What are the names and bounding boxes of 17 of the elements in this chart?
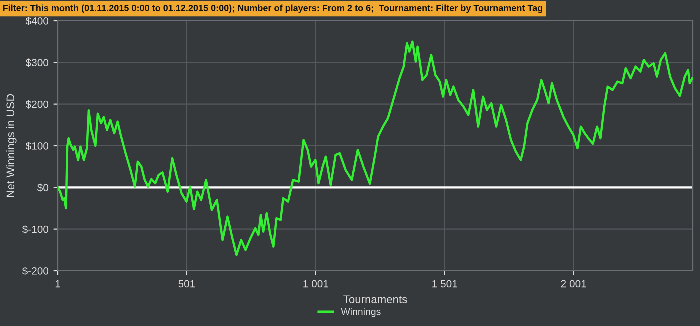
y-tick-label: $400 <box>26 17 49 26</box>
x-tick-label: 1 <box>56 280 60 288</box>
y-tick-label: $0 <box>38 184 49 192</box>
y-tick-label: $200 <box>26 100 49 109</box>
y-tick-label: $100 <box>26 142 49 150</box>
y-tick-label: $300 <box>26 58 49 68</box>
x-tick-label: 1 501 <box>432 280 458 288</box>
y-tick-label: $-100 <box>22 225 49 234</box>
x-axis-title: Tournaments <box>344 296 408 304</box>
y-axis-title: Net Winnings in USD <box>6 94 17 198</box>
x-tick-label: 2 001 <box>561 280 586 288</box>
line-series <box>58 40 693 256</box>
legend-label: Winnings <box>341 308 381 318</box>
chart-title: Filter: This month (01.11.2015 0:00 to 01.12.2015 0:00); Number of players: From 2 to 6; Tournament: Filter by Tournament Tag <box>3 4 542 14</box>
y-tick-label: $-200 <box>22 267 49 276</box>
x-tick-label: 1 001 <box>304 280 328 288</box>
x-tick-label: 501 <box>178 280 196 288</box>
